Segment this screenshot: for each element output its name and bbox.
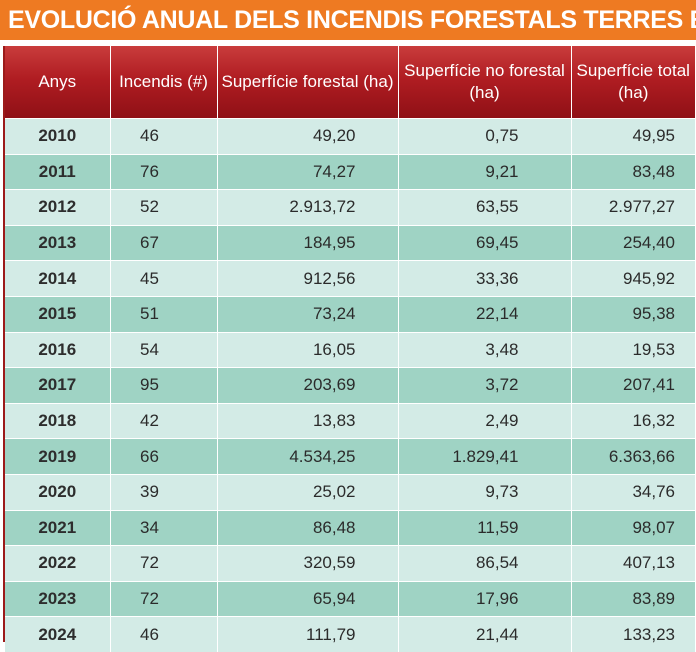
cell-incendis: 39	[110, 473, 218, 511]
cell-superficie-no-forestal: 21,44	[398, 616, 572, 652]
cell-superficie-forestal: 74,27	[217, 153, 399, 190]
header-superficie-forestal: Superfície forestal (ha)	[217, 46, 399, 119]
cell-incendis: 66	[110, 438, 218, 475]
cell-superficie-total: 16,32	[571, 402, 695, 439]
cell-incendis: 95	[110, 367, 218, 404]
cell-superficie-forestal: 73,24	[217, 295, 399, 333]
table-row: 2012 52 2.913,72 63,55 2.977,27	[5, 189, 695, 226]
cell-superficie-total: 2.977,27	[571, 189, 695, 226]
cell-superficie-forestal: 2.913,72	[217, 189, 399, 226]
cell-superficie-total: 133,23	[571, 616, 695, 652]
cell-superficie-no-forestal: 1.829,41	[398, 438, 572, 475]
cell-superficie-total: 83,89	[571, 580, 695, 617]
header-superficie-no-forestal: Superfície no forestal (ha)	[398, 46, 572, 119]
cell-superficie-forestal: 25,02	[217, 473, 399, 511]
header-row: Anys Incendis (#) Superfície forestal (h…	[5, 46, 695, 119]
cell-superficie-forestal: 912,56	[217, 260, 399, 297]
table-row: 2013 67 184,95 69,45 254,40	[5, 224, 695, 261]
cell-year: 2012	[5, 189, 111, 226]
cell-year: 2024	[5, 616, 111, 652]
fires-table-container: Anys Incendis (#) Superfície forestal (h…	[3, 46, 695, 652]
cell-superficie-forestal: 320,59	[217, 545, 399, 582]
cell-superficie-no-forestal: 9,73	[398, 473, 572, 511]
cell-incendis: 42	[110, 402, 218, 439]
cell-year: 2016	[5, 331, 111, 368]
table-row: 2017 95 203,69 3,72 207,41	[5, 367, 695, 404]
cell-superficie-no-forestal: 33,36	[398, 260, 572, 297]
cell-superficie-total: 98,07	[571, 509, 695, 546]
cell-superficie-forestal: 16,05	[217, 331, 399, 368]
cell-year: 2015	[5, 295, 111, 333]
cell-year: 2017	[5, 367, 111, 404]
cell-incendis: 46	[110, 118, 218, 155]
cell-superficie-no-forestal: 69,45	[398, 224, 572, 261]
table-row: 2011 76 74,27 9,21 83,48	[5, 153, 695, 190]
cell-year: 2010	[5, 118, 111, 155]
cell-superficie-no-forestal: 3,72	[398, 367, 572, 404]
cell-incendis: 67	[110, 224, 218, 261]
cell-superficie-forestal: 13,83	[217, 402, 399, 439]
table-row: 2010 46 49,20 0,75 49,95	[5, 118, 695, 155]
table-row: 2015 51 73,24 22,14 95,38	[5, 295, 695, 333]
table-row: 2016 54 16,05 3,48 19,53	[5, 331, 695, 368]
cell-incendis: 46	[110, 616, 218, 652]
cell-year: 2021	[5, 509, 111, 546]
cell-superficie-forestal: 49,20	[217, 118, 399, 155]
cell-year: 2013	[5, 224, 111, 261]
table-title: EVOLUCIÓ ANUAL DELS INCENDIS FORESTALS T…	[0, 0, 696, 40]
table-row: 2021 34 86,48 11,59 98,07	[5, 509, 695, 546]
header-superficie-total: Superfície total (ha)	[571, 46, 695, 119]
table-row: 2019 66 4.534,25 1.829,41 6.363,66	[5, 438, 695, 475]
cell-superficie-forestal: 4.534,25	[217, 438, 399, 475]
cell-superficie-forestal: 184,95	[217, 224, 399, 261]
cell-superficie-forestal: 111,79	[217, 616, 399, 652]
cell-superficie-total: 19,53	[571, 331, 695, 368]
cell-superficie-total: 254,40	[571, 224, 695, 261]
cell-superficie-no-forestal: 17,96	[398, 580, 572, 617]
cell-superficie-no-forestal: 0,75	[398, 118, 572, 155]
cell-superficie-total: 945,92	[571, 260, 695, 297]
fires-table: Anys Incendis (#) Superfície forestal (h…	[5, 46, 695, 652]
cell-superficie-forestal: 86,48	[217, 509, 399, 546]
cell-superficie-total: 95,38	[571, 295, 695, 333]
cell-year: 2023	[5, 580, 111, 617]
table-row: 2018 42 13,83 2,49 16,32	[5, 402, 695, 439]
header-incendis: Incendis (#)	[110, 46, 218, 119]
table-row: 2020 39 25,02 9,73 34,76	[5, 473, 695, 511]
cell-superficie-no-forestal: 86,54	[398, 545, 572, 582]
header-anys: Anys	[5, 46, 111, 119]
cell-incendis: 72	[110, 545, 218, 582]
cell-incendis: 45	[110, 260, 218, 297]
table-row: 2022 72 320,59 86,54 407,13	[5, 545, 695, 582]
cell-superficie-forestal: 65,94	[217, 580, 399, 617]
cell-superficie-total: 6.363,66	[571, 438, 695, 475]
cell-superficie-no-forestal: 11,59	[398, 509, 572, 546]
cell-year: 2014	[5, 260, 111, 297]
cell-superficie-total: 49,95	[571, 118, 695, 155]
cell-incendis: 52	[110, 189, 218, 226]
cell-superficie-no-forestal: 2,49	[398, 402, 572, 439]
cell-superficie-no-forestal: 3,48	[398, 331, 572, 368]
cell-incendis: 76	[110, 153, 218, 190]
cell-superficie-no-forestal: 63,55	[398, 189, 572, 226]
cell-incendis: 72	[110, 580, 218, 617]
cell-incendis: 51	[110, 295, 218, 333]
cell-superficie-total: 83,48	[571, 153, 695, 190]
cell-superficie-no-forestal: 9,21	[398, 153, 572, 190]
table-row: 2014 45 912,56 33,36 945,92	[5, 260, 695, 297]
cell-superficie-forestal: 203,69	[217, 367, 399, 404]
cell-year: 2019	[5, 438, 111, 475]
cell-year: 2022	[5, 545, 111, 582]
cell-superficie-total: 34,76	[571, 473, 695, 511]
cell-year: 2020	[5, 473, 111, 511]
table-row: 2023 72 65,94 17,96 83,89	[5, 580, 695, 617]
cell-incendis: 34	[110, 509, 218, 546]
cell-incendis: 54	[110, 331, 218, 368]
table-row: 2024 46 111,79 21,44 133,23	[5, 616, 695, 652]
cell-superficie-total: 207,41	[571, 367, 695, 404]
cell-year: 2011	[5, 153, 111, 190]
cell-superficie-total: 407,13	[571, 545, 695, 582]
cell-year: 2018	[5, 402, 111, 439]
cell-superficie-no-forestal: 22,14	[398, 295, 572, 333]
